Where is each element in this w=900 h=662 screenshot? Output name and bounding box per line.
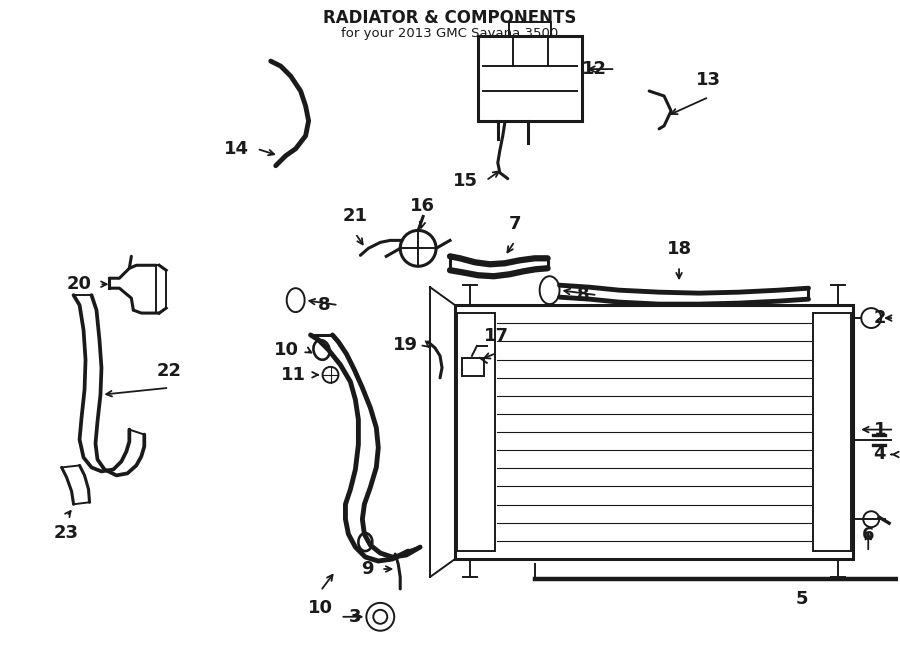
Text: 3: 3 xyxy=(348,608,361,626)
Bar xyxy=(457,313,495,551)
Text: for your 2013 GMC Savana 3500: for your 2013 GMC Savana 3500 xyxy=(341,27,559,40)
Bar xyxy=(509,23,551,36)
Text: RADIATOR & COMPONENTS: RADIATOR & COMPONENTS xyxy=(323,9,577,27)
Text: 9: 9 xyxy=(361,560,374,578)
Text: 21: 21 xyxy=(343,207,368,226)
Text: 2: 2 xyxy=(874,309,886,327)
Text: 18: 18 xyxy=(667,240,691,258)
Text: 20: 20 xyxy=(67,275,92,293)
Text: 23: 23 xyxy=(54,524,79,542)
Text: 10: 10 xyxy=(308,599,333,617)
Text: 14: 14 xyxy=(224,140,248,158)
Bar xyxy=(478,36,582,121)
Text: 5: 5 xyxy=(796,590,808,608)
Text: 10: 10 xyxy=(274,341,299,359)
Text: 6: 6 xyxy=(862,526,875,544)
Text: 16: 16 xyxy=(410,197,435,216)
Text: 13: 13 xyxy=(697,71,722,89)
Text: 8: 8 xyxy=(318,296,330,314)
Bar xyxy=(814,313,851,551)
Bar xyxy=(455,305,853,559)
Text: 12: 12 xyxy=(582,60,608,78)
Bar xyxy=(462,358,484,376)
Text: 22: 22 xyxy=(157,362,182,380)
Text: 8: 8 xyxy=(577,286,590,304)
Text: 15: 15 xyxy=(453,171,478,189)
Text: 17: 17 xyxy=(484,327,509,345)
Text: 11: 11 xyxy=(281,366,306,384)
Text: 7: 7 xyxy=(508,215,521,234)
Text: 1: 1 xyxy=(874,420,886,439)
Text: 4: 4 xyxy=(874,446,886,463)
Text: 19: 19 xyxy=(393,336,419,354)
